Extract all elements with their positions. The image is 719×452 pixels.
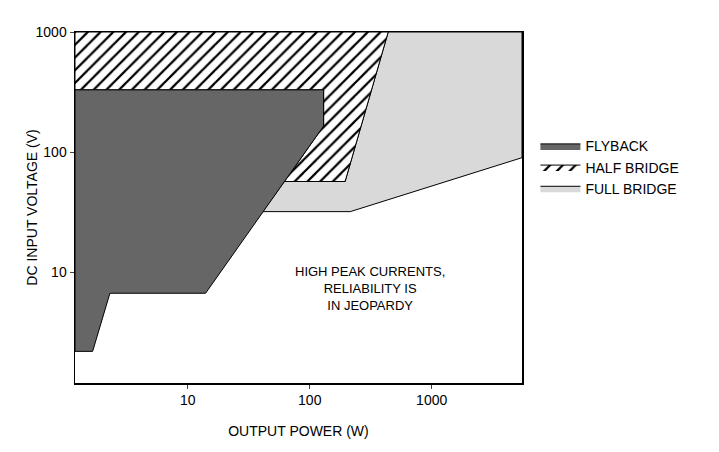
svg-text:100: 100 [43, 144, 67, 160]
svg-text:HALF BRIDGE: HALF BRIDGE [585, 160, 678, 176]
svg-text:OUTPUT POWER (W): OUTPUT POWER (W) [228, 423, 369, 439]
svg-text:1000: 1000 [416, 392, 447, 408]
svg-text:HIGH PEAK CURRENTS,RELIABILITY: HIGH PEAK CURRENTS,RELIABILITY ISIN JEOP… [295, 264, 445, 313]
svg-text:DC INPUT VOLTAGE (V): DC INPUT VOLTAGE (V) [24, 129, 40, 285]
svg-text:100: 100 [298, 392, 322, 408]
svg-text:FULL BRIDGE: FULL BRIDGE [585, 181, 676, 197]
svg-text:1000: 1000 [36, 24, 67, 40]
svg-text:FLYBACK: FLYBACK [585, 138, 648, 154]
svg-text:10: 10 [180, 392, 196, 408]
svg-text:10: 10 [51, 264, 67, 280]
